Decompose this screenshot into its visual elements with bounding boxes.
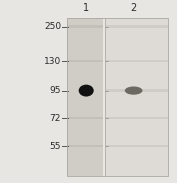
Text: 95: 95 xyxy=(50,86,61,95)
Bar xyxy=(67,145,103,147)
Text: 1: 1 xyxy=(83,3,89,13)
Text: 130: 130 xyxy=(44,57,61,66)
Bar xyxy=(106,25,168,28)
Bar xyxy=(106,145,168,147)
Bar xyxy=(106,89,168,92)
Text: 55: 55 xyxy=(50,142,61,151)
Bar xyxy=(67,117,103,119)
Text: 250: 250 xyxy=(44,22,61,31)
Bar xyxy=(67,18,168,176)
Bar xyxy=(106,18,168,176)
Bar xyxy=(67,18,103,176)
Text: 2: 2 xyxy=(130,3,137,13)
Bar xyxy=(67,60,103,62)
Ellipse shape xyxy=(125,86,142,95)
Text: 72: 72 xyxy=(50,113,61,123)
Ellipse shape xyxy=(79,85,94,97)
Bar xyxy=(106,117,168,119)
Bar xyxy=(106,60,168,62)
Bar xyxy=(67,25,103,28)
